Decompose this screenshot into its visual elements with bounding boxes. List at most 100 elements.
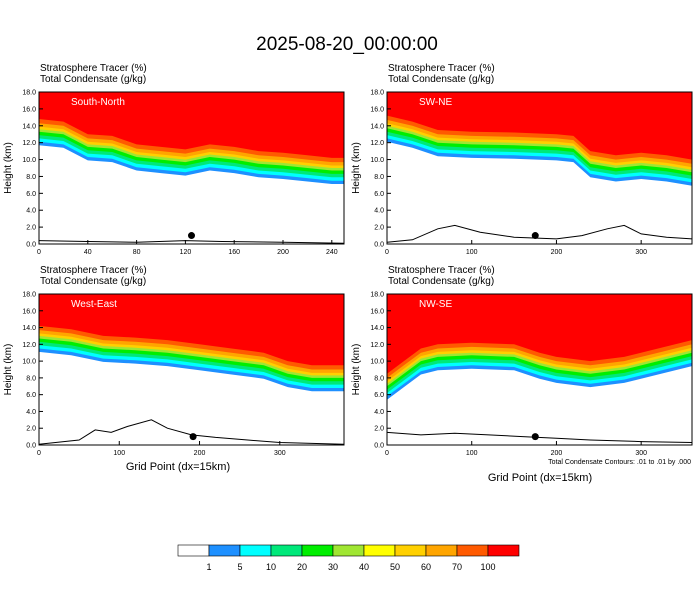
panel-header-line2: Total Condensate (g/kg) xyxy=(40,276,146,287)
x-tick-label: 0 xyxy=(37,450,41,457)
panel-sw-ne: Stratosphere Tracer (%) Total Condensate… xyxy=(351,63,693,256)
location-marker xyxy=(188,232,195,240)
panel-label: SW-NE xyxy=(419,97,452,108)
colorbar-label: 60 xyxy=(421,562,431,572)
panel-header-line2: Total Condensate (g/kg) xyxy=(388,276,494,287)
y-tick-label: 10.0 xyxy=(370,157,384,164)
y-tick-label: 18.0 xyxy=(22,90,36,97)
plot-inner xyxy=(39,294,344,445)
colorbar-swatch xyxy=(177,544,210,557)
y-tick-label: 18.0 xyxy=(22,292,36,299)
x-tick-label: 0 xyxy=(37,249,41,256)
y-tick-label: 8.0 xyxy=(26,174,36,181)
x-tick-label: 40 xyxy=(84,249,92,256)
location-marker xyxy=(531,232,539,240)
x-tick-label: 300 xyxy=(635,450,647,457)
colorbar-swatch xyxy=(332,544,365,557)
y-tick-label: 14.0 xyxy=(370,123,384,130)
tracer-band xyxy=(387,92,692,160)
colorbar-swatch xyxy=(394,544,427,557)
y-tick-label: 16.0 xyxy=(370,106,384,113)
panel-label: South-North xyxy=(71,97,125,108)
x-axis-label: Grid Point (dx=15km) xyxy=(488,472,592,484)
contour-footnote: Total Condensate Contours: .01 to .01 by… xyxy=(548,459,691,466)
colorbar-swatch xyxy=(487,544,520,557)
panel-nw-se: Stratosphere Tracer (%) Total Condensate… xyxy=(351,265,693,484)
y-tick-label: 14.0 xyxy=(370,325,384,332)
y-tick-label: 6.0 xyxy=(374,392,384,399)
plot-frame xyxy=(386,293,693,446)
panel-header-line2: Total Condensate (g/kg) xyxy=(40,74,146,85)
plot-area: 0.0 2.0 4.0 6.0 8.0 10.0 12.0 14.0 16.0 18.0 0 100 2… xyxy=(3,292,345,457)
y-tick-label: 6.0 xyxy=(374,191,384,198)
plot-frame xyxy=(38,293,345,446)
y-tick-label: 6.0 xyxy=(26,392,36,399)
y-tick-label: 8.0 xyxy=(374,174,384,181)
x-tick-label: 200 xyxy=(194,450,206,457)
colorbar-label: 5 xyxy=(237,562,242,572)
x-tick-label: 160 xyxy=(228,249,240,256)
colorbar-swatch xyxy=(363,544,396,557)
terrain-line xyxy=(387,224,692,243)
y-tick-label: 16.0 xyxy=(370,308,384,315)
y-axis-label: Height (km) xyxy=(3,142,14,194)
colorbar-label: 30 xyxy=(328,562,338,572)
figure-title: 2025-08-20_00:00:00 xyxy=(256,34,438,55)
y-tick-label: 10.0 xyxy=(22,157,36,164)
panel-label: West-East xyxy=(71,299,117,310)
panel-header-line1: Stratosphere Tracer (%) xyxy=(388,265,495,276)
x-tick-label: 120 xyxy=(180,249,192,256)
y-tick-label: 12.0 xyxy=(22,342,36,349)
y-axis-label: Height (km) xyxy=(3,344,14,396)
colorbar-label: 10 xyxy=(266,562,276,572)
y-tick-label: 18.0 xyxy=(370,292,384,299)
colorbar-swatch xyxy=(425,544,458,557)
plot-area: 0.0 2.0 4.0 6.0 8.0 10.0 12.0 14.0 16.0 18.0 0 40 80… xyxy=(3,90,345,256)
panel-header-line2: Total Condensate (g/kg) xyxy=(388,74,494,85)
y-tick-label: 2.0 xyxy=(374,426,384,433)
y-tick-label: 4.0 xyxy=(374,208,384,215)
tracer-band xyxy=(39,294,344,366)
x-axis-label: Grid Point (dx=15km) xyxy=(126,461,230,473)
plot-inner xyxy=(387,92,692,244)
panel-west-east: Stratosphere Tracer (%) Total Condensate… xyxy=(3,265,345,473)
colorbar-swatch xyxy=(301,544,334,557)
y-tick-label: 12.0 xyxy=(370,140,384,147)
terrain-line xyxy=(39,419,344,445)
tracer-band xyxy=(387,294,692,374)
y-axis-label: Height (km) xyxy=(351,344,362,396)
plot-area: 0.0 2.0 4.0 6.0 8.0 10.0 12.0 14.0 16.0 18.0 0 100 2… xyxy=(351,90,693,256)
y-tick-label: 18.0 xyxy=(370,90,384,97)
x-tick-label: 100 xyxy=(466,450,478,457)
y-tick-label: 4.0 xyxy=(26,208,36,215)
panel-header-line1: Stratosphere Tracer (%) xyxy=(40,265,147,276)
panel-label: NW-SE xyxy=(419,299,452,310)
y-tick-label: 2.0 xyxy=(26,426,36,433)
x-tick-label: 200 xyxy=(551,249,563,256)
y-tick-label: 8.0 xyxy=(26,375,36,382)
y-tick-label: 2.0 xyxy=(26,225,36,232)
colorbar: 1 5 10 20 30 40 50 60 70 100 xyxy=(177,544,520,572)
x-tick-label: 80 xyxy=(133,249,141,256)
y-tick-label: 0.0 xyxy=(26,443,36,450)
x-tick-label: 300 xyxy=(274,450,286,457)
panel-header-line1: Stratosphere Tracer (%) xyxy=(388,63,495,74)
colorbar-label: 20 xyxy=(297,562,307,572)
y-tick-label: 10.0 xyxy=(22,359,36,366)
y-tick-label: 2.0 xyxy=(374,225,384,232)
colorbar-label: 40 xyxy=(359,562,369,572)
colorbar-swatch xyxy=(239,544,272,557)
plot-inner xyxy=(387,294,692,445)
y-tick-label: 14.0 xyxy=(22,123,36,130)
x-tick-label: 100 xyxy=(466,249,478,256)
y-axis-label: Height (km) xyxy=(351,142,362,194)
y-tick-label: 14.0 xyxy=(22,325,36,332)
y-tick-label: 4.0 xyxy=(26,409,36,416)
y-tick-label: 0.0 xyxy=(26,242,36,249)
colorbar-label: 70 xyxy=(452,562,462,572)
y-tick-label: 8.0 xyxy=(374,375,384,382)
y-tick-label: 0.0 xyxy=(374,242,384,249)
panel-south-north: Stratosphere Tracer (%) Total Condensate… xyxy=(3,63,345,256)
x-tick-label: 240 xyxy=(326,249,338,256)
